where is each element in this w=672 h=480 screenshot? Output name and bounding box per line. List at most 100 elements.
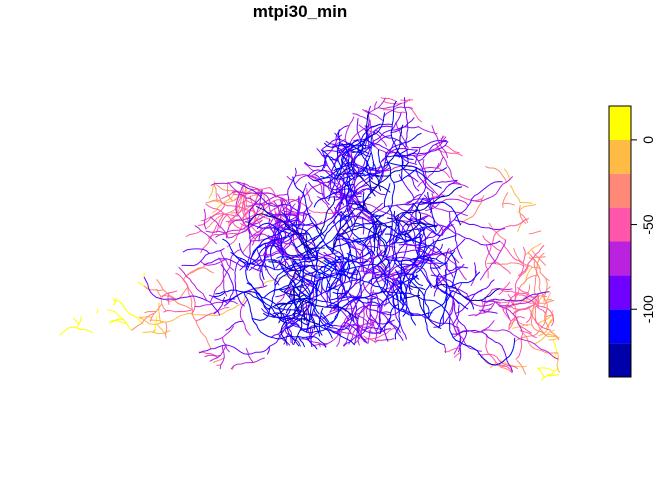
stream-segment [334,194,362,201]
stream-segment [212,357,225,363]
stream-segment [534,318,551,331]
stream-segment [500,366,513,373]
stream-segment [491,218,529,245]
map-title: mtpi30_min [252,2,348,21]
stream-segment [491,288,513,291]
stream-segment [345,194,383,236]
stream-segment [406,198,431,204]
stream-segment [330,205,347,219]
stream-segment [139,316,153,318]
stream-segment [335,199,343,211]
stream-segment [333,308,349,321]
stream-segment [205,230,226,234]
stream-segment [542,286,551,297]
stream-segment [337,270,359,275]
stream-segment [352,113,368,120]
stream-segment [362,217,365,235]
stream-segment [531,250,547,266]
stream-segment [286,247,325,260]
stream-segment [392,220,415,244]
stream-segment [287,167,297,222]
stream-segment [275,256,289,269]
stream-segment [248,193,262,224]
stream-segment [368,259,390,282]
stream-segment [423,282,445,346]
stream-segment [259,202,299,217]
stream-segment [393,295,415,316]
stream-segment [392,281,399,302]
stream-segment [294,174,326,199]
stream-segment [243,291,327,348]
stream-segment [241,191,258,196]
stream-segment [338,234,362,297]
stream-segment [486,262,527,267]
stream-segment [325,264,338,292]
stream-segment [76,316,82,329]
stream-segment [486,245,496,265]
stream-segment [334,105,371,216]
stream-segment [301,207,308,223]
stream-segment [368,179,391,193]
stream-segment [356,255,375,299]
stream-segment [383,250,391,294]
stream-segment [273,227,284,265]
stream-segment [349,188,386,205]
stream-segment [363,282,384,302]
stream-segment [209,344,227,362]
stream-segment [360,111,370,155]
stream-segment [449,221,463,259]
stream-segment [374,101,378,110]
stream-segment [182,279,212,350]
stream-segment [356,147,372,193]
stream-segment [165,321,168,339]
stream-segment [267,235,281,239]
stream-segment [258,220,294,242]
stream-segment [390,112,402,131]
stream-segment [245,347,254,363]
stream-segment [400,159,403,181]
stream-segment [227,204,282,239]
stream-segment [517,287,529,293]
stream-segment [315,277,321,297]
stream-segment [278,259,339,307]
stream-segment [199,325,288,355]
stream-segment [498,281,511,295]
stream-segment [308,181,325,195]
stream-segment [396,279,404,303]
stream-segment [418,141,448,162]
stream-segment [354,306,366,345]
stream-segment [395,269,407,292]
stream-segment [346,176,352,193]
stream-segment [320,315,334,327]
stream-segment [342,143,356,181]
stream-segment [385,205,393,244]
stream-segment [505,307,511,320]
stream-segment [138,317,166,325]
stream-segment [322,148,327,169]
stream-segment [516,360,527,375]
stream-segment [283,270,297,292]
stream-segment [422,159,428,180]
stream-segment [234,258,245,307]
stream-segment [367,323,374,344]
stream-segment [369,202,383,214]
stream-segment [292,259,311,300]
stream-segment [444,144,460,154]
stream-segment [335,236,372,242]
stream-segment [376,223,387,270]
stream-segment [363,335,375,342]
stream-segment [384,282,403,307]
stream-segment [292,260,328,279]
stream-segment [395,204,427,226]
stream-segment [383,183,391,208]
stream-segment [208,183,216,199]
stream-segment [376,152,396,220]
stream-segment [304,162,315,172]
stream-segment [403,295,421,299]
stream-segment [519,212,529,223]
stream-segment [532,256,546,258]
stream-segment [384,255,448,264]
stream-segment [264,259,277,262]
stream-segment [371,218,376,252]
stream-segment [453,352,462,358]
